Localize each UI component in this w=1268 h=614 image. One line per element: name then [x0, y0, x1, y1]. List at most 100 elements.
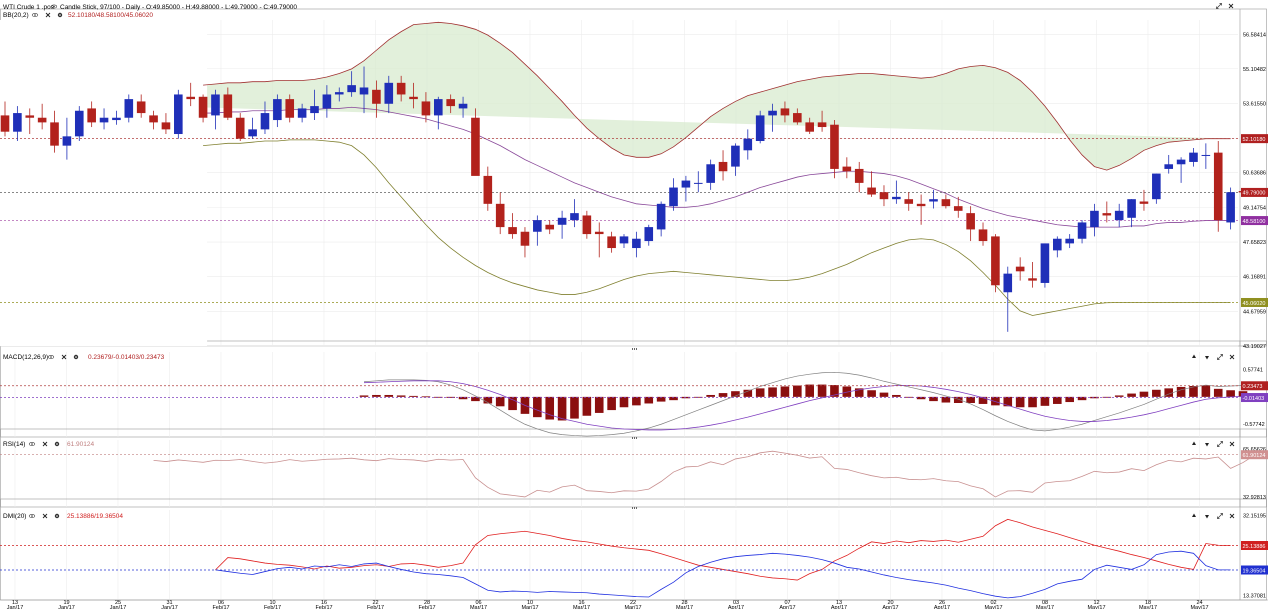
candle-body[interactable]: [260, 113, 270, 130]
candle-body[interactable]: [124, 99, 134, 118]
visibility-toggle-icon[interactable]: [28, 442, 36, 446]
candle-body[interactable]: [768, 110, 777, 116]
candle-body[interactable]: [1065, 238, 1074, 244]
candle-body[interactable]: [755, 115, 765, 142]
candle-body[interactable]: [0, 115, 10, 132]
candle-body[interactable]: [186, 96, 195, 100]
candle-body[interactable]: [669, 187, 678, 207]
candle-body[interactable]: [879, 192, 889, 200]
panel-move-down-icon[interactable]: [1205, 356, 1209, 360]
candle-body[interactable]: [619, 236, 629, 244]
panel-close-icon[interactable]: [1229, 354, 1235, 360]
candle-body[interactable]: [334, 92, 344, 95]
candle-body[interactable]: [817, 122, 827, 128]
candle-body[interactable]: [384, 82, 394, 104]
candle-body[interactable]: [632, 238, 641, 249]
candle-body[interactable]: [446, 99, 455, 107]
candle-body[interactable]: [867, 187, 876, 195]
candle-body[interactable]: [780, 108, 790, 116]
candle-body[interactable]: [718, 161, 728, 172]
candle-body[interactable]: [74, 110, 84, 137]
candle-body[interactable]: [483, 175, 493, 204]
candle-body[interactable]: [805, 122, 814, 132]
candle-body[interactable]: [582, 215, 592, 235]
panel-expand-icon[interactable]: [1217, 354, 1223, 360]
panel-expand-icon[interactable]: [1217, 441, 1223, 447]
panel-move-down-icon[interactable]: [1205, 443, 1209, 447]
candle-body[interactable]: [941, 199, 951, 207]
panel-move-up-icon[interactable]: [1192, 354, 1196, 359]
candle-body[interactable]: [458, 103, 468, 109]
visibility-toggle-icon[interactable]: [31, 13, 39, 17]
candle-body[interactable]: [1040, 243, 1050, 283]
candle-body[interactable]: [223, 94, 233, 118]
candle-body[interactable]: [731, 145, 740, 167]
candle-body[interactable]: [347, 85, 356, 93]
candle-body[interactable]: [112, 117, 121, 121]
candle-body[interactable]: [916, 203, 926, 207]
candle-body[interactable]: [681, 180, 691, 188]
panel-splitter-handle[interactable]: [632, 348, 637, 350]
remove-indicator-icon[interactable]: [45, 12, 51, 18]
settings-gear-icon[interactable]: [57, 12, 63, 18]
panel-close-icon[interactable]: [1229, 441, 1235, 447]
candle-body[interactable]: [1077, 222, 1087, 239]
candle-body[interactable]: [409, 96, 418, 100]
candle-body[interactable]: [656, 203, 666, 230]
panel-move-up-icon[interactable]: [1192, 513, 1196, 518]
candle-body[interactable]: [533, 220, 542, 232]
candle-body[interactable]: [520, 231, 530, 246]
candle-body[interactable]: [149, 115, 158, 123]
candle-body[interactable]: [235, 117, 245, 139]
candle-body[interactable]: [99, 117, 109, 123]
candle-body[interactable]: [25, 115, 35, 118]
candle-body[interactable]: [1114, 210, 1124, 221]
candle-body[interactable]: [1201, 154, 1211, 156]
candle-body[interactable]: [991, 236, 1000, 286]
candle-body[interactable]: [570, 213, 579, 221]
candle-body[interactable]: [161, 122, 171, 130]
candle-body[interactable]: [396, 82, 406, 95]
visibility-toggle-icon[interactable]: [28, 514, 36, 518]
candle-body[interactable]: [693, 182, 703, 184]
candle-body[interactable]: [136, 101, 146, 114]
settings-gear-icon[interactable]: [54, 513, 60, 519]
candle-body[interactable]: [644, 227, 654, 242]
candle-body[interactable]: [793, 113, 802, 123]
candle-body[interactable]: [50, 122, 59, 146]
candle-body[interactable]: [87, 108, 96, 123]
candle-body[interactable]: [471, 117, 480, 176]
panel-splitter-handle[interactable]: [632, 437, 637, 439]
candle-body[interactable]: [434, 99, 443, 116]
candle-body[interactable]: [37, 117, 47, 123]
candle-body[interactable]: [1213, 152, 1223, 221]
candle-body[interactable]: [1028, 278, 1037, 281]
candle-body[interactable]: [1015, 266, 1025, 272]
candle-body[interactable]: [854, 168, 864, 183]
candle-body[interactable]: [1226, 192, 1235, 223]
candle-body[interactable]: [421, 101, 431, 116]
remove-indicator-icon[interactable]: [42, 513, 48, 519]
candle-body[interactable]: [1152, 173, 1161, 200]
candle-body[interactable]: [1102, 213, 1112, 216]
candle-body[interactable]: [1164, 164, 1174, 169]
candle-body[interactable]: [1090, 210, 1099, 228]
candle-body[interactable]: [248, 129, 257, 137]
remove-indicator-icon[interactable]: [42, 441, 48, 447]
settings-gear-icon[interactable]: [73, 354, 79, 360]
candle-body[interactable]: [594, 231, 604, 235]
candle-body[interactable]: [372, 89, 381, 104]
candle-body[interactable]: [1003, 273, 1013, 293]
candle-body[interactable]: [1139, 201, 1149, 204]
candle-body[interactable]: [359, 87, 369, 95]
candle-body[interactable]: [273, 99, 282, 121]
panel-splitter-handle[interactable]: [632, 507, 637, 509]
settings-gear-icon[interactable]: [54, 441, 60, 447]
candle-body[interactable]: [1127, 199, 1136, 218]
candle-body[interactable]: [495, 203, 505, 228]
visibility-toggle-icon[interactable]: [47, 355, 55, 359]
candle-body[interactable]: [1189, 152, 1198, 162]
price-expand-icon[interactable]: [1216, 3, 1222, 9]
candle-body[interactable]: [297, 108, 307, 118]
candle-body[interactable]: [929, 199, 938, 202]
